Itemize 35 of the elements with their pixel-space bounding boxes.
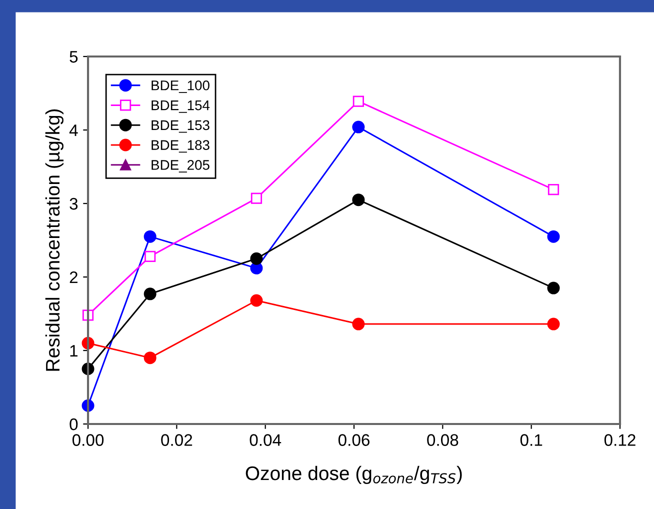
y-tick-label: 0 bbox=[70, 418, 78, 430]
x-tick-label: 0.02 bbox=[161, 434, 192, 446]
x-tick-label: 0.1 bbox=[520, 434, 542, 446]
x-axis-title: Ozone dose (g$_{ozone}$/g$_{TSS}$) bbox=[246, 466, 462, 484]
point bbox=[548, 184, 560, 196]
point bbox=[144, 250, 156, 262]
legend-label: BDE_154 bbox=[152, 100, 210, 113]
point bbox=[352, 318, 365, 330]
point bbox=[144, 352, 156, 364]
legend-label: BDE_153 bbox=[152, 120, 210, 133]
x-tick-label: 0.12 bbox=[604, 434, 636, 446]
x-tick-label: 0.06 bbox=[338, 434, 370, 446]
point bbox=[144, 288, 156, 300]
y-tick-label: 5 bbox=[70, 51, 78, 63]
y-axis-title: Residual concentration (µg/kg) bbox=[45, 109, 64, 371]
legend-label: BDE_100 bbox=[152, 80, 210, 93]
point bbox=[352, 120, 365, 134]
point bbox=[352, 96, 364, 107]
legend-label: BDE_205 bbox=[152, 160, 210, 172]
point bbox=[547, 282, 560, 294]
point bbox=[144, 230, 156, 243]
point bbox=[250, 252, 263, 265]
point bbox=[250, 192, 262, 204]
y-tick-label: 3 bbox=[70, 198, 78, 210]
y-tick-label: 4 bbox=[69, 124, 78, 136]
x-tick-label: 0.00 bbox=[72, 434, 104, 446]
legend-label: BDE_183 bbox=[152, 140, 210, 153]
point bbox=[352, 194, 365, 206]
x-tick-label: 0.08 bbox=[427, 434, 458, 446]
point bbox=[547, 230, 560, 243]
point bbox=[250, 294, 263, 307]
point bbox=[547, 318, 560, 330]
x-tick-label: 0.04 bbox=[250, 434, 282, 446]
y-tick-label: 1 bbox=[70, 345, 78, 357]
y-tick-label: 2 bbox=[70, 271, 78, 284]
